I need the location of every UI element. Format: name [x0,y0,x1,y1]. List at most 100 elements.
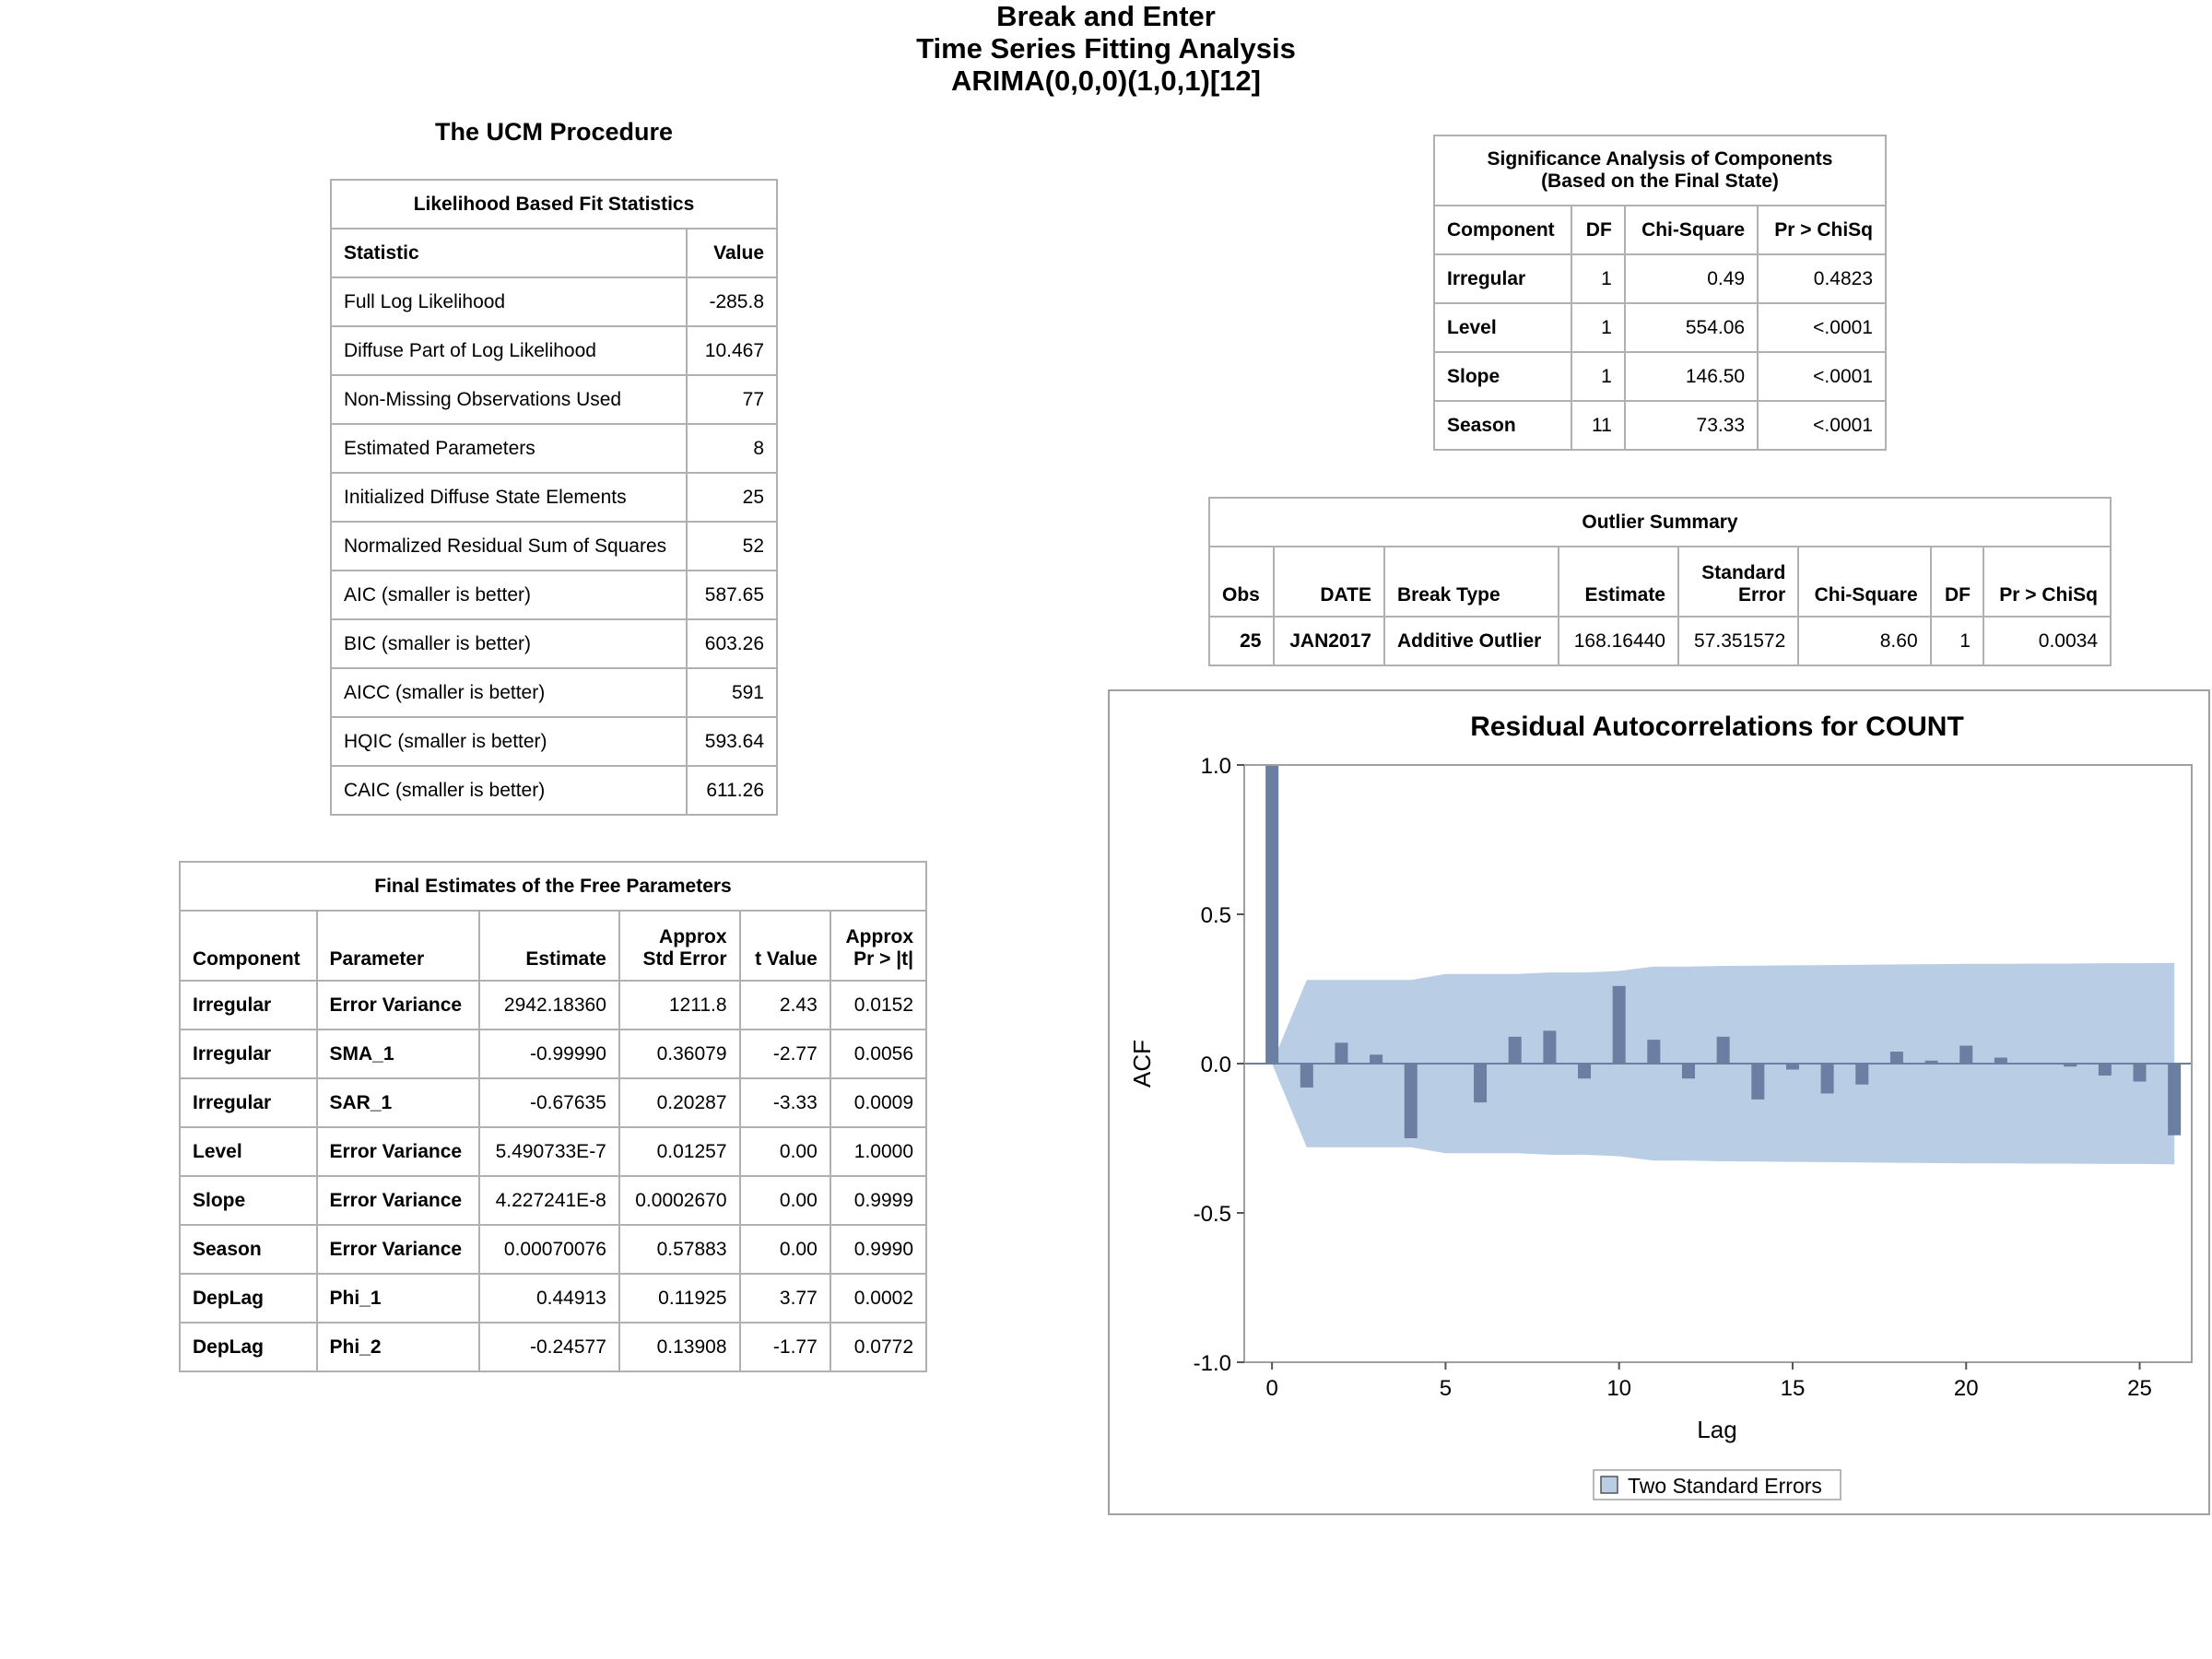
value-cell: 611.26 [686,765,778,816]
column-header: DF [1571,205,1626,255]
table-row: AICC (smaller is better) 591 [330,667,778,718]
estimate-cell: 2942.18360 [477,980,620,1030]
y-tick-label: 0.0 [1201,1053,1231,1077]
parameter-cell: Error Variance [315,1224,480,1275]
chart-title: Residual Autocorrelations for COUNT [1470,712,1964,742]
p-value-cell: 0.0009 [829,1077,928,1128]
acf-bar [2168,1064,2182,1135]
component-cell: Level [179,1126,318,1177]
p-value-cell: <.0001 [1757,400,1887,451]
t-value-cell: -2.77 [738,1029,831,1079]
value-cell: 591 [686,667,778,718]
table-caption: Outlier Summary [1208,497,2112,547]
legend-box [1593,1469,1841,1500]
significance-components-table: Significance Analysis of Components (Bas… [1432,135,1887,451]
p-value-cell: 1.0000 [829,1126,928,1177]
parameter-cell: SMA_1 [315,1029,480,1079]
acf-bar [1543,1030,1557,1064]
table-row: Estimated Parameters 8 [330,423,778,474]
parameter-cell: Error Variance [315,980,480,1030]
table-row: Level Error Variance 5.490733E-7 0.01257 0.0… [179,1126,928,1177]
table-caption: Likelihood Based Fit Statistics [330,179,778,229]
p-value-cell: 0.0152 [829,980,928,1030]
acf-bar [2064,1064,2077,1067]
acf-bar [1855,1064,1869,1085]
table-row: Irregular Error Variance 2942.18360 1211.8 2… [179,980,928,1030]
table-row: Diffuse Part of Log Likelihood 10.467 [330,325,778,376]
column-header: Chi-Square [1797,546,1932,618]
fit-statistics-table: Likelihood Based Fit Statistics Statisti… [330,179,778,816]
value-cell: 25 [686,472,778,523]
component-cell: Irregular [179,980,318,1030]
y-axis-label: ACF [1128,1040,1156,1088]
t-value-cell: 0.00 [738,1224,831,1275]
statistic-cell: AICC (smaller is better) [330,667,688,718]
table-row: DepLag Phi_2 -0.24577 0.13908 -1.77 0.0772 [179,1322,928,1372]
statistic-cell: Estimated Parameters [330,423,688,474]
x-tick-label: 0 [1265,1376,1277,1401]
x-tick-label: 10 [1606,1376,1631,1401]
estimate-cell: 0.00070076 [477,1224,620,1275]
report-titles: Break and Enter Time Series Fitting Anal… [0,0,2212,97]
acf-bar [1508,1036,1522,1064]
table-row: Irregular 1 0.49 0.4823 [1432,253,1887,304]
table-row: 25 JAN2017 Additive Outlier 168.16440 57… [1207,616,2112,666]
acf-bar [1474,1064,1488,1103]
t-value-cell: -1.77 [738,1322,831,1372]
t-value-cell: -3.33 [738,1077,831,1128]
component-cell: Season [179,1224,318,1275]
table-row: Irregular SAR_1 -0.67635 0.20287 -3.33 0.0009 [179,1077,928,1128]
component-cell: Level [1432,302,1573,353]
p-value-cell: 0.0772 [829,1322,928,1372]
chi-square-cell: 0.49 [1623,253,1759,304]
statistic-cell: Non-Missing Observations Used [330,374,688,425]
value-cell: 587.65 [686,570,778,620]
chart-legend: Two Standard Errors [1593,1469,1841,1500]
chi-square-cell: 8.60 [1797,616,1932,666]
statistic-cell: Full Log Likelihood [330,276,688,327]
component-cell: Irregular [179,1077,318,1128]
df-cell: 1 [1929,616,1984,666]
caption-line-1: Significance Analysis of Components [1487,148,1833,170]
p-value-cell: 0.0002 [829,1273,928,1324]
date-cell: JAN2017 [1273,616,1385,666]
t-value-cell: 0.00 [738,1126,831,1177]
std-error-cell: 0.36079 [618,1029,741,1079]
parameter-cell: Error Variance [315,1175,480,1226]
t-value-cell: 3.77 [738,1273,831,1324]
acf-bar [1751,1064,1765,1100]
table-row: Non-Missing Observations Used 77 [330,374,778,425]
std-error-cell: 0.57883 [618,1224,741,1275]
estimate-cell: -0.99990 [477,1029,620,1079]
std-error-cell: 0.11925 [618,1273,741,1324]
table-row: DepLag Phi_1 0.44913 0.11925 3.77 0.0002 [179,1273,928,1324]
df-cell: 1 [1571,253,1626,304]
x-tick-label: 5 [1440,1376,1452,1401]
table-row: HQIC (smaller is better) 593.64 [330,716,778,767]
parameter-cell: Phi_1 [315,1273,480,1324]
table-row: Irregular SMA_1 -0.99990 0.36079 -2.77 0.0056 [179,1029,928,1079]
std-error-cell: 0.0002670 [618,1175,741,1226]
std-error-cell: 57.351572 [1677,616,1800,666]
column-header: Estimate [1557,546,1680,618]
table-row: CAIC (smaller is better) 611.26 [330,765,778,816]
value-cell: 10.467 [686,325,778,376]
estimate-cell: 4.227241E-8 [477,1175,620,1226]
table-row: Season 11 73.33 <.0001 [1432,400,1887,451]
acf-bar [1716,1036,1730,1064]
chi-square-cell: 73.33 [1623,400,1759,451]
x-tick-label: 25 [2127,1376,2152,1401]
table-row: AIC (smaller is better) 587.65 [330,570,778,620]
title-line-2: Time Series Fitting Analysis [916,32,1296,65]
p-value-cell: 0.4823 [1757,253,1887,304]
table-caption: Significance Analysis of Components (Bas… [1433,135,1887,206]
statistic-cell: BIC (smaller is better) [330,618,688,669]
p-value-cell: <.0001 [1757,302,1887,353]
acf-bar [1404,1064,1418,1138]
acf-bar [2133,1064,2147,1082]
p-value-cell: 0.0056 [829,1029,928,1079]
acf-bar [1612,985,1626,1064]
component-cell: Irregular [179,1029,318,1079]
x-tick-label: 20 [1954,1376,1979,1401]
std-error-cell: 0.01257 [618,1126,741,1177]
